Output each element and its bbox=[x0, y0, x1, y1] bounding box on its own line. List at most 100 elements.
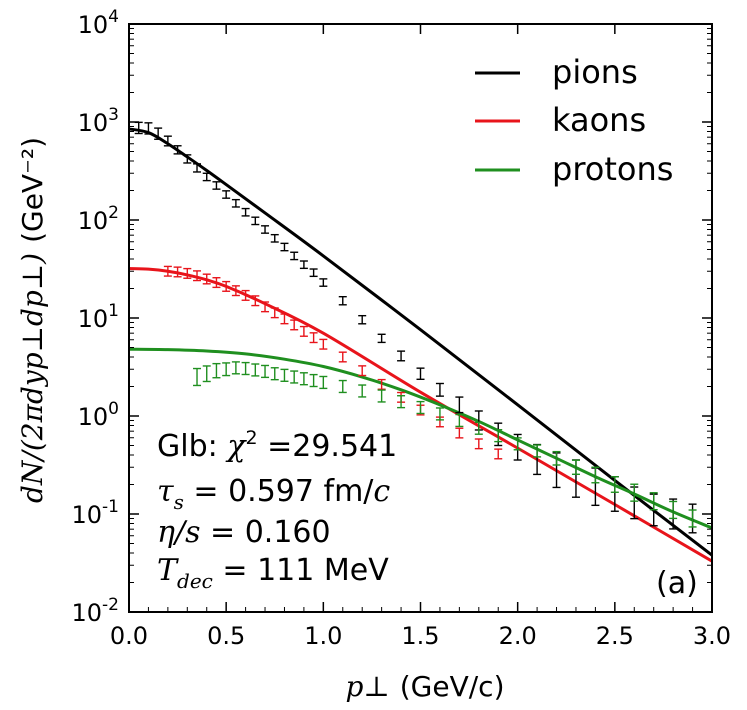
y-tick-label-4: 102 bbox=[78, 203, 119, 235]
errorbar-protons bbox=[270, 367, 279, 381]
errorbar-pions bbox=[193, 163, 202, 173]
errorbar-protons bbox=[571, 459, 580, 475]
y-tick-label-1: 10-1 bbox=[72, 497, 120, 529]
errorbar-kaons bbox=[290, 319, 299, 331]
errorbar-protons bbox=[231, 361, 240, 375]
y-tick-label-6: 104 bbox=[78, 7, 119, 39]
errorbar-protons bbox=[222, 362, 231, 377]
panel-label: (a) bbox=[656, 566, 698, 601]
errorbar-protons bbox=[377, 389, 386, 403]
annotation-eta-s: η/s = 0.160 bbox=[157, 515, 331, 550]
annotation-chi2: Glb: χ2 =29.541 bbox=[157, 427, 397, 464]
errorbar-kaons bbox=[251, 295, 260, 307]
errorbar-pions bbox=[144, 122, 153, 135]
errorbar-kaons bbox=[222, 280, 231, 292]
errorbar-kaons bbox=[494, 448, 503, 460]
errorbar-protons bbox=[280, 368, 289, 382]
errorbar-kaons bbox=[309, 332, 318, 344]
errorbar-pions bbox=[261, 225, 270, 234]
errorbar-kaons bbox=[455, 427, 464, 439]
errorbar-kaons bbox=[280, 313, 289, 325]
errorbar-pions bbox=[299, 260, 308, 270]
errorbar-protons bbox=[669, 500, 678, 520]
errorbar-protons bbox=[290, 370, 299, 384]
errorbar-pions bbox=[455, 396, 464, 414]
errorbar-protons bbox=[241, 361, 250, 376]
errorbar-kaons bbox=[474, 438, 483, 450]
errorbar-protons bbox=[649, 492, 658, 511]
errorbar-pions bbox=[222, 190, 231, 199]
errorbar-protons bbox=[533, 444, 542, 458]
errorbar-pions bbox=[163, 135, 172, 147]
errorbar-protons bbox=[202, 365, 211, 383]
errorbar-pions bbox=[154, 127, 163, 140]
errorbar-pions bbox=[358, 314, 367, 325]
errorbar-pions bbox=[212, 181, 221, 190]
errorbar-protons bbox=[309, 373, 318, 388]
errorbar-kaons bbox=[183, 267, 192, 279]
errorbar-pions bbox=[241, 207, 250, 217]
errorbar-kaons bbox=[193, 270, 202, 282]
x-tick-label-2: 1.0 bbox=[304, 622, 342, 650]
x-tick-label-0: 0.0 bbox=[110, 622, 148, 650]
errorbar-protons bbox=[630, 483, 639, 502]
y-tick-label-3: 101 bbox=[78, 301, 119, 333]
x-tick-label-4: 2.0 bbox=[499, 622, 537, 650]
errorbar-protons bbox=[193, 367, 202, 387]
errorbar-protons bbox=[494, 429, 503, 443]
errorbar-pions bbox=[173, 145, 182, 155]
errorbar-pions bbox=[251, 216, 260, 226]
errorbar-pions bbox=[202, 172, 211, 182]
fit-annotations: Glb: χ2 =29.541 τs = 0.597 fm/c η/s = 0.… bbox=[157, 427, 698, 601]
errorbar-pions bbox=[290, 251, 299, 261]
x-tick-label-6: 3.0 bbox=[693, 622, 731, 650]
errorbar-protons bbox=[261, 364, 270, 379]
errorbar-kaons bbox=[212, 277, 221, 289]
errorbar-kaons bbox=[173, 266, 182, 278]
x-tick-label-3: 1.5 bbox=[401, 622, 439, 650]
errorbar-protons bbox=[416, 400, 425, 415]
errorbar-kaons bbox=[261, 301, 270, 313]
errorbar-pions bbox=[280, 242, 289, 252]
errorbar-pions bbox=[416, 367, 425, 381]
annotation-tau: τs = 0.597 fm/c bbox=[157, 474, 390, 514]
x-tick-label-1: 0.5 bbox=[207, 622, 245, 650]
errorbar-pions bbox=[183, 154, 192, 164]
errorbar-protons bbox=[552, 450, 561, 466]
legend-label-pions: pions bbox=[552, 53, 638, 91]
axis-ticks: 0.0 0.5 1.0 1.5 2.0 2.5 3.0 10-2 10-1 100 101 102 10… bbox=[72, 7, 732, 650]
errorbar-protons bbox=[513, 437, 522, 451]
errorbar-kaons bbox=[377, 378, 386, 390]
errorbar-protons bbox=[688, 509, 697, 528]
errorbar-kaons bbox=[299, 325, 308, 337]
errorbar-kaons bbox=[270, 307, 279, 319]
errorbar-protons bbox=[212, 362, 221, 379]
legend-label-protons: protons bbox=[552, 150, 673, 188]
errorbar-protons bbox=[251, 363, 260, 377]
errorbar-kaons bbox=[358, 365, 367, 377]
errorbar-pions bbox=[270, 233, 279, 243]
x-tick-label-5: 2.5 bbox=[596, 622, 634, 650]
errorbar-protons bbox=[610, 476, 619, 493]
errorbar-kaons bbox=[338, 351, 347, 363]
errorbar-pions bbox=[435, 382, 444, 397]
annotation-tdec: Tdec = 111 MeV bbox=[157, 553, 389, 593]
errorbar-protons bbox=[319, 375, 328, 390]
errorbar-pions bbox=[231, 198, 240, 208]
errorbar-kaons bbox=[163, 265, 172, 277]
errorbar-pions bbox=[319, 278, 328, 287]
y-tick-label-5: 103 bbox=[78, 105, 119, 137]
errorbar-pions bbox=[377, 333, 386, 344]
errorbar-protons bbox=[435, 407, 444, 421]
errorbar-protons bbox=[299, 372, 308, 386]
errorbar-protons bbox=[455, 413, 464, 428]
errorbar-pions bbox=[338, 295, 347, 306]
errorbar-kaons bbox=[241, 289, 250, 301]
errorbar-protons bbox=[358, 384, 367, 398]
legend-label-kaons: kaons bbox=[552, 101, 646, 139]
errorbar-kaons bbox=[231, 285, 240, 297]
errorbar-protons bbox=[397, 395, 406, 409]
y-tick-label-0: 10-2 bbox=[72, 595, 120, 627]
x-axis-label: p⊥ (GeV/c) bbox=[345, 670, 504, 703]
